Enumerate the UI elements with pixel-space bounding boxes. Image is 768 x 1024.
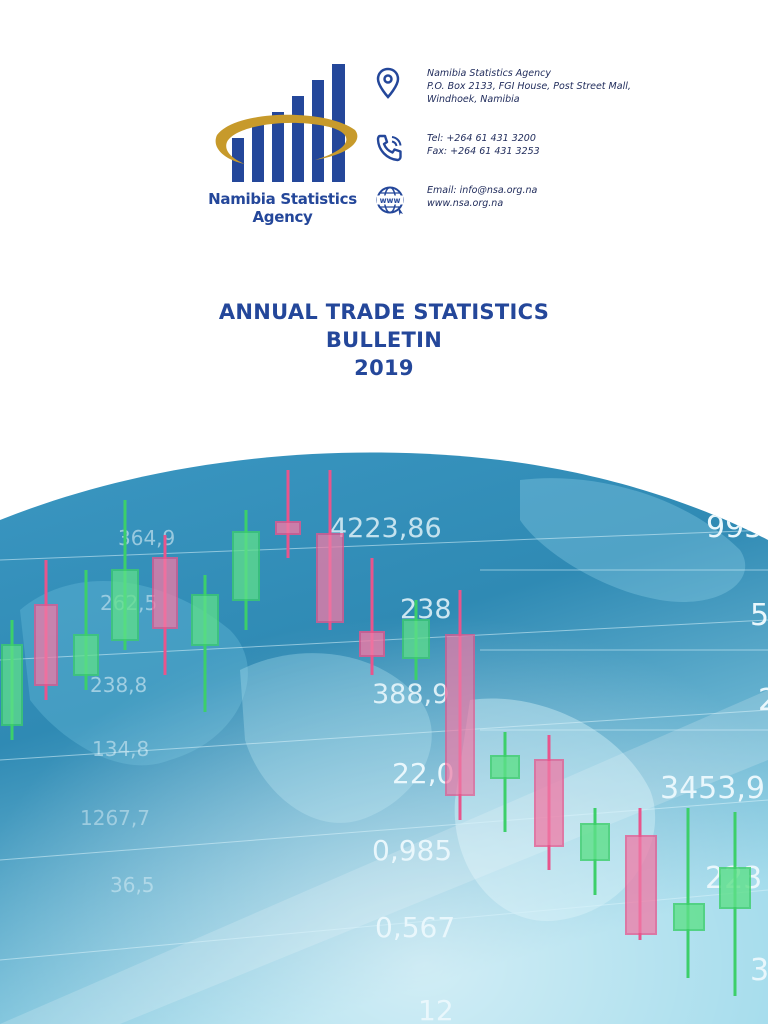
cover-number: 0,567 (375, 911, 455, 944)
website-url: www.nsa.org.na (427, 198, 504, 209)
cover-number: 4223,86 (330, 513, 442, 544)
cover-number: 3 (750, 953, 768, 988)
cover-number: 36,5 (110, 873, 155, 897)
cover-number: 1267,7 (80, 806, 150, 830)
globe-www-icon: www (376, 186, 404, 216)
cover-number: 2 (758, 683, 768, 718)
cover-number: 388,9 (372, 679, 449, 710)
agency-name-line2: Agency (252, 208, 313, 226)
address-line3: Windhoek, Namibia (427, 94, 520, 105)
address-line1: Namibia Statistics Agency (427, 68, 552, 79)
location-pin-icon (376, 67, 400, 99)
cover-number: 3453,9 (660, 771, 765, 806)
title-year: 2019 (354, 356, 414, 380)
cover-number: 995 (706, 510, 763, 545)
title-line1: ANNUAL TRADE STATISTICS (218, 300, 550, 324)
cover-number: 364,9 (118, 526, 175, 550)
cover-number: 5 (750, 598, 768, 633)
globe-www-label: www (380, 196, 401, 205)
cover-financial-art: 4223,86 238 388,9 22,0 0,985 0,567 12 34… (0, 452, 768, 1024)
cover-number: 0,985 (372, 834, 452, 867)
cover-number: 22,0 (392, 757, 454, 790)
address-line2: P.O. Box 2133, FGI House, Post Street Ma… (427, 81, 631, 92)
title-line2: BULLETIN (325, 328, 443, 352)
cover-number: 134,8 (92, 737, 149, 761)
phone-number: Tel: +264 61 431 3200 (427, 133, 536, 144)
agency-logo (215, 64, 358, 182)
phone-icon (376, 134, 402, 162)
email-address: Email: info@nsa.org.na (427, 185, 538, 196)
candlestick-graphics (1, 470, 751, 996)
agency-name-line1: Namibia Statistics (208, 190, 357, 208)
bulletin-title: ANNUAL TRADE STATISTICS BULLETIN 2019 (0, 298, 768, 382)
cover-number: 238,8 (90, 673, 147, 697)
agency-name: Namibia Statistics Agency (195, 190, 370, 226)
cover-header: Namibia Statistics Agency Namibia Statis… (0, 0, 768, 260)
fax-number: Fax: +264 61 431 3253 (427, 146, 540, 157)
cover-number: 12 (418, 994, 454, 1024)
